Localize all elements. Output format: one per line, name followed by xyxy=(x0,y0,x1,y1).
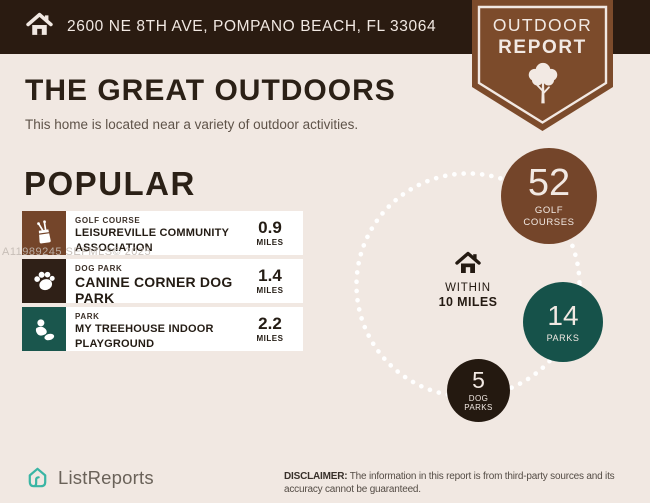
listreports-house-icon xyxy=(28,467,47,488)
poi-category: DOG PARK xyxy=(75,264,123,273)
dog-parks-count: 5 xyxy=(472,366,485,393)
disclaimer-text: The information in this report is from t… xyxy=(284,471,615,495)
bubble-golf-courses: 52 GOLF COURSES xyxy=(501,148,597,244)
poi-category: PARK xyxy=(75,312,100,321)
center-home-icon xyxy=(455,251,481,280)
golf-courses-label: GOLF COURSES xyxy=(523,205,575,228)
disclaimer: DISCLAIMER: The information in this repo… xyxy=(284,471,646,497)
poi-name: CANINE CORNER DOG PARK xyxy=(75,274,233,303)
poi-distance-unit: MILES xyxy=(256,334,284,343)
bubble-dog-parks: 5 DOG PARKS xyxy=(447,359,510,422)
listreports-logo: ListReports xyxy=(24,464,154,491)
park-icon xyxy=(22,307,66,351)
poi-list: GOLF COURSE LEISUREVILLE COMMUNITY ASSOC… xyxy=(22,211,303,355)
paw-icon xyxy=(22,259,66,303)
radius-center-label: WITHIN 10 MILES xyxy=(418,282,518,309)
poi-distance: 2.2 xyxy=(258,314,282,333)
bubble-parks: 14 PARKS xyxy=(523,282,603,362)
poi-distance: 0.9 xyxy=(258,218,282,237)
poi-row-park: PARK MY TREEHOUSE INDOOR PLAYGROUND 2.2 … xyxy=(22,307,303,351)
golf-courses-count: 52 xyxy=(527,162,571,204)
page-subtitle: This home is located near a variety of o… xyxy=(25,117,359,132)
parks-label: PARKS xyxy=(546,332,580,343)
popular-heading: POPULAR xyxy=(24,165,196,202)
badge-line2: REPORT xyxy=(498,37,587,58)
poi-row-dog-park: DOG PARK CANINE CORNER DOG PARK 1.4 MILE… xyxy=(22,259,303,303)
intro-section: THE GREAT OUTDOORS This home is located … xyxy=(25,74,465,132)
home-icon xyxy=(26,12,53,42)
tree-icon xyxy=(528,62,557,104)
ten-miles-text: 10 MILES xyxy=(438,295,498,309)
golf-icon xyxy=(22,211,66,255)
disclaimer-label: DISCLAIMER: xyxy=(284,471,348,482)
poi-distance-unit: MILES xyxy=(256,238,284,247)
poi-name: LEISUREVILLE COMMUNITY ASSOCIATION xyxy=(75,227,229,254)
poi-name: MY TREEHOUSE INDOOR PLAYGROUND xyxy=(75,323,214,350)
within-text: WITHIN xyxy=(445,282,491,294)
outdoor-report-badge: OUTDOOR REPORT xyxy=(472,0,613,131)
poi-distance: 1.4 xyxy=(258,266,282,285)
badge-line1: OUTDOOR xyxy=(492,15,593,35)
poi-distance-unit: MILES xyxy=(256,286,284,295)
poi-category: GOLF COURSE xyxy=(75,216,141,225)
poi-row-golf-course: GOLF COURSE LEISUREVILLE COMMUNITY ASSOC… xyxy=(22,211,303,255)
dog-parks-label: DOG PARKS xyxy=(464,393,493,413)
mls-watermark: A11989245 SEFMLS© 2025 xyxy=(2,246,152,258)
parks-count: 14 xyxy=(547,299,579,331)
brand-name: ListReports xyxy=(58,466,154,488)
page-title: THE GREAT OUTDOORS xyxy=(25,74,396,107)
property-address: 2600 NE 8TH AVE, POMPANO BEACH, FL 33064 xyxy=(67,18,437,35)
